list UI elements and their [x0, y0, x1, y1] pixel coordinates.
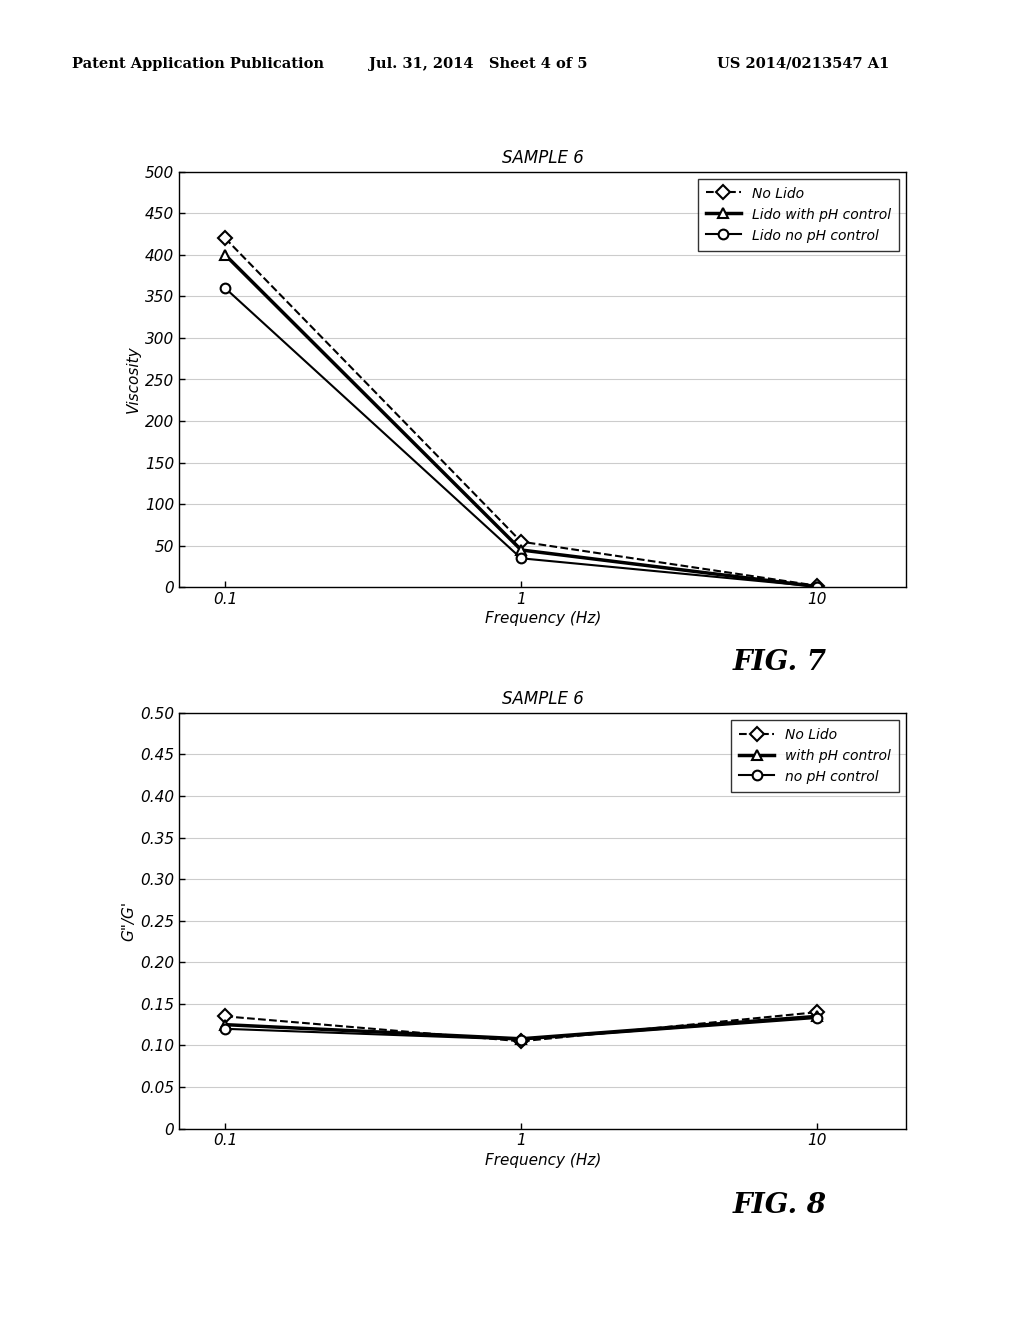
Legend: No Lido, with pH control, no pH control: No Lido, with pH control, no pH control [731, 719, 899, 792]
No Lido [811, 578, 823, 594]
Y-axis label: Viscosity: Viscosity [126, 346, 141, 413]
Line: no pH control: no pH control [220, 1014, 822, 1044]
Line: Lido no pH control: Lido no pH control [220, 284, 822, 591]
Text: FIG. 7: FIG. 7 [732, 649, 826, 676]
Lido with pH control [515, 543, 527, 558]
Y-axis label: G"/G': G"/G' [121, 900, 136, 941]
no pH control [811, 1010, 823, 1026]
X-axis label: Frequency (Hz): Frequency (Hz) [484, 611, 601, 627]
with pH control [515, 1031, 527, 1047]
with pH control [811, 1008, 823, 1024]
Lido no pH control [811, 578, 823, 594]
Line: No Lido: No Lido [220, 234, 822, 590]
Lido no pH control [219, 280, 231, 296]
Lido no pH control [515, 550, 527, 566]
no pH control [515, 1032, 527, 1048]
Text: FIG. 8: FIG. 8 [732, 1192, 826, 1218]
No Lido [515, 533, 527, 549]
X-axis label: Frequency (Hz): Frequency (Hz) [484, 1152, 601, 1168]
No Lido [515, 1034, 527, 1049]
No Lido [219, 1008, 231, 1024]
Line: Lido with pH control: Lido with pH control [220, 249, 822, 591]
No Lido [811, 1005, 823, 1020]
Lido with pH control [219, 247, 231, 263]
Title: SAMPLE 6: SAMPLE 6 [502, 690, 584, 709]
Title: SAMPLE 6: SAMPLE 6 [502, 149, 584, 168]
Text: Jul. 31, 2014   Sheet 4 of 5: Jul. 31, 2014 Sheet 4 of 5 [369, 57, 587, 71]
No Lido [219, 230, 231, 246]
Lido with pH control [811, 578, 823, 594]
Text: Patent Application Publication: Patent Application Publication [72, 57, 324, 71]
with pH control [219, 1016, 231, 1032]
Legend: No Lido, Lido with pH control, Lido no pH control: No Lido, Lido with pH control, Lido no p… [697, 178, 899, 251]
Text: US 2014/0213547 A1: US 2014/0213547 A1 [717, 57, 889, 71]
Line: with pH control: with pH control [220, 1011, 822, 1044]
no pH control [219, 1020, 231, 1036]
Line: No Lido: No Lido [220, 1007, 822, 1047]
